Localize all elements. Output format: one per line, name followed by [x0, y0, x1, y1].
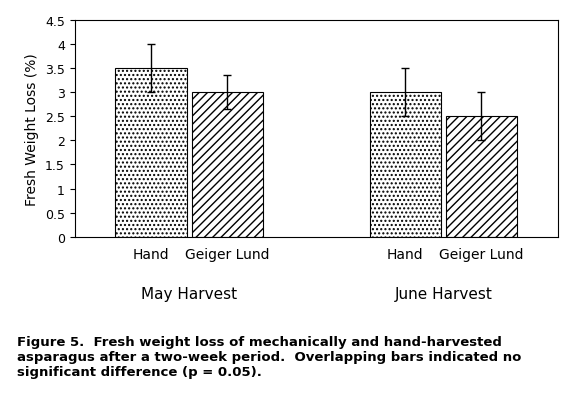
Bar — [370, 93, 441, 237]
Text: Figure 5.  Fresh weight loss of mechanically and hand-harvested
asparagus after : Figure 5. Fresh weight loss of mechanica… — [17, 335, 522, 378]
Text: June Harvest: June Harvest — [394, 286, 492, 301]
Bar — [116, 69, 187, 237]
Bar — [446, 117, 517, 237]
Bar — [191, 93, 263, 237]
Y-axis label: Fresh Weight Loss (%): Fresh Weight Loss (%) — [25, 53, 40, 205]
Text: May Harvest: May Harvest — [141, 286, 237, 301]
